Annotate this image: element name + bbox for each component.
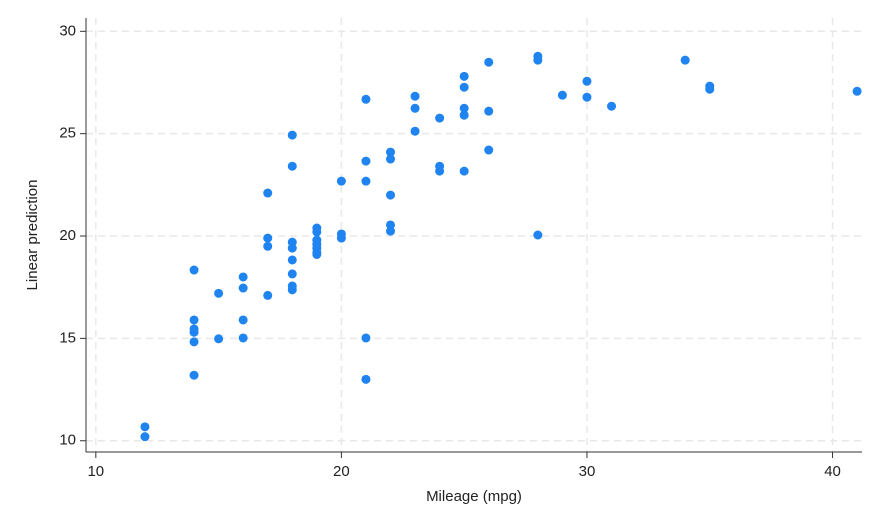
point bbox=[263, 241, 273, 251]
point bbox=[238, 283, 248, 293]
point bbox=[386, 190, 396, 200]
point bbox=[582, 92, 592, 102]
point bbox=[263, 188, 273, 198]
point bbox=[287, 269, 297, 279]
point bbox=[607, 101, 617, 111]
point bbox=[459, 82, 469, 92]
y-tick-label: 10 bbox=[59, 432, 76, 449]
point bbox=[410, 103, 420, 113]
point bbox=[852, 86, 862, 96]
x-tick-label: 10 bbox=[87, 463, 104, 480]
point bbox=[189, 315, 199, 325]
point bbox=[214, 288, 224, 298]
point bbox=[557, 90, 567, 100]
y-tick-label: 30 bbox=[59, 22, 76, 39]
point bbox=[361, 156, 371, 166]
point bbox=[287, 130, 297, 140]
point bbox=[287, 243, 297, 253]
point bbox=[533, 55, 543, 65]
point bbox=[533, 230, 543, 240]
point bbox=[238, 333, 248, 343]
point bbox=[361, 176, 371, 186]
point bbox=[140, 432, 150, 442]
x-tick-label: 30 bbox=[579, 463, 596, 480]
y-tick-label: 25 bbox=[59, 125, 76, 142]
point bbox=[459, 103, 469, 113]
point bbox=[140, 422, 150, 432]
point bbox=[484, 57, 494, 67]
point bbox=[336, 176, 346, 186]
point bbox=[680, 55, 690, 65]
x-tick-label: 40 bbox=[824, 463, 841, 480]
point bbox=[410, 91, 420, 101]
point bbox=[410, 126, 420, 136]
point bbox=[312, 227, 322, 237]
point bbox=[189, 337, 199, 347]
point bbox=[189, 370, 199, 380]
y-tick-label: 15 bbox=[59, 329, 76, 346]
point bbox=[238, 315, 248, 325]
point bbox=[287, 285, 297, 295]
point bbox=[582, 76, 592, 86]
point bbox=[484, 145, 494, 155]
point bbox=[459, 110, 469, 120]
point bbox=[435, 113, 445, 123]
point bbox=[214, 334, 224, 344]
point bbox=[238, 272, 248, 282]
point bbox=[263, 290, 273, 300]
y-tick-label: 20 bbox=[59, 227, 76, 244]
point bbox=[435, 166, 445, 176]
point bbox=[386, 147, 396, 157]
x-tick-label: 20 bbox=[333, 463, 350, 480]
point bbox=[361, 333, 371, 343]
point bbox=[336, 233, 346, 243]
point bbox=[312, 249, 322, 259]
point bbox=[287, 161, 297, 171]
point bbox=[705, 84, 715, 94]
point bbox=[189, 327, 199, 337]
point bbox=[361, 374, 371, 384]
point bbox=[484, 106, 494, 116]
point bbox=[459, 166, 469, 176]
point bbox=[263, 233, 273, 243]
point bbox=[459, 71, 469, 81]
point bbox=[386, 226, 396, 236]
y-axis-label: Linear prediction bbox=[24, 180, 41, 291]
point bbox=[361, 94, 371, 104]
point bbox=[287, 255, 297, 265]
point bbox=[386, 154, 396, 164]
x-axis-label: Mileage (mpg) bbox=[426, 488, 522, 505]
point bbox=[189, 265, 199, 275]
